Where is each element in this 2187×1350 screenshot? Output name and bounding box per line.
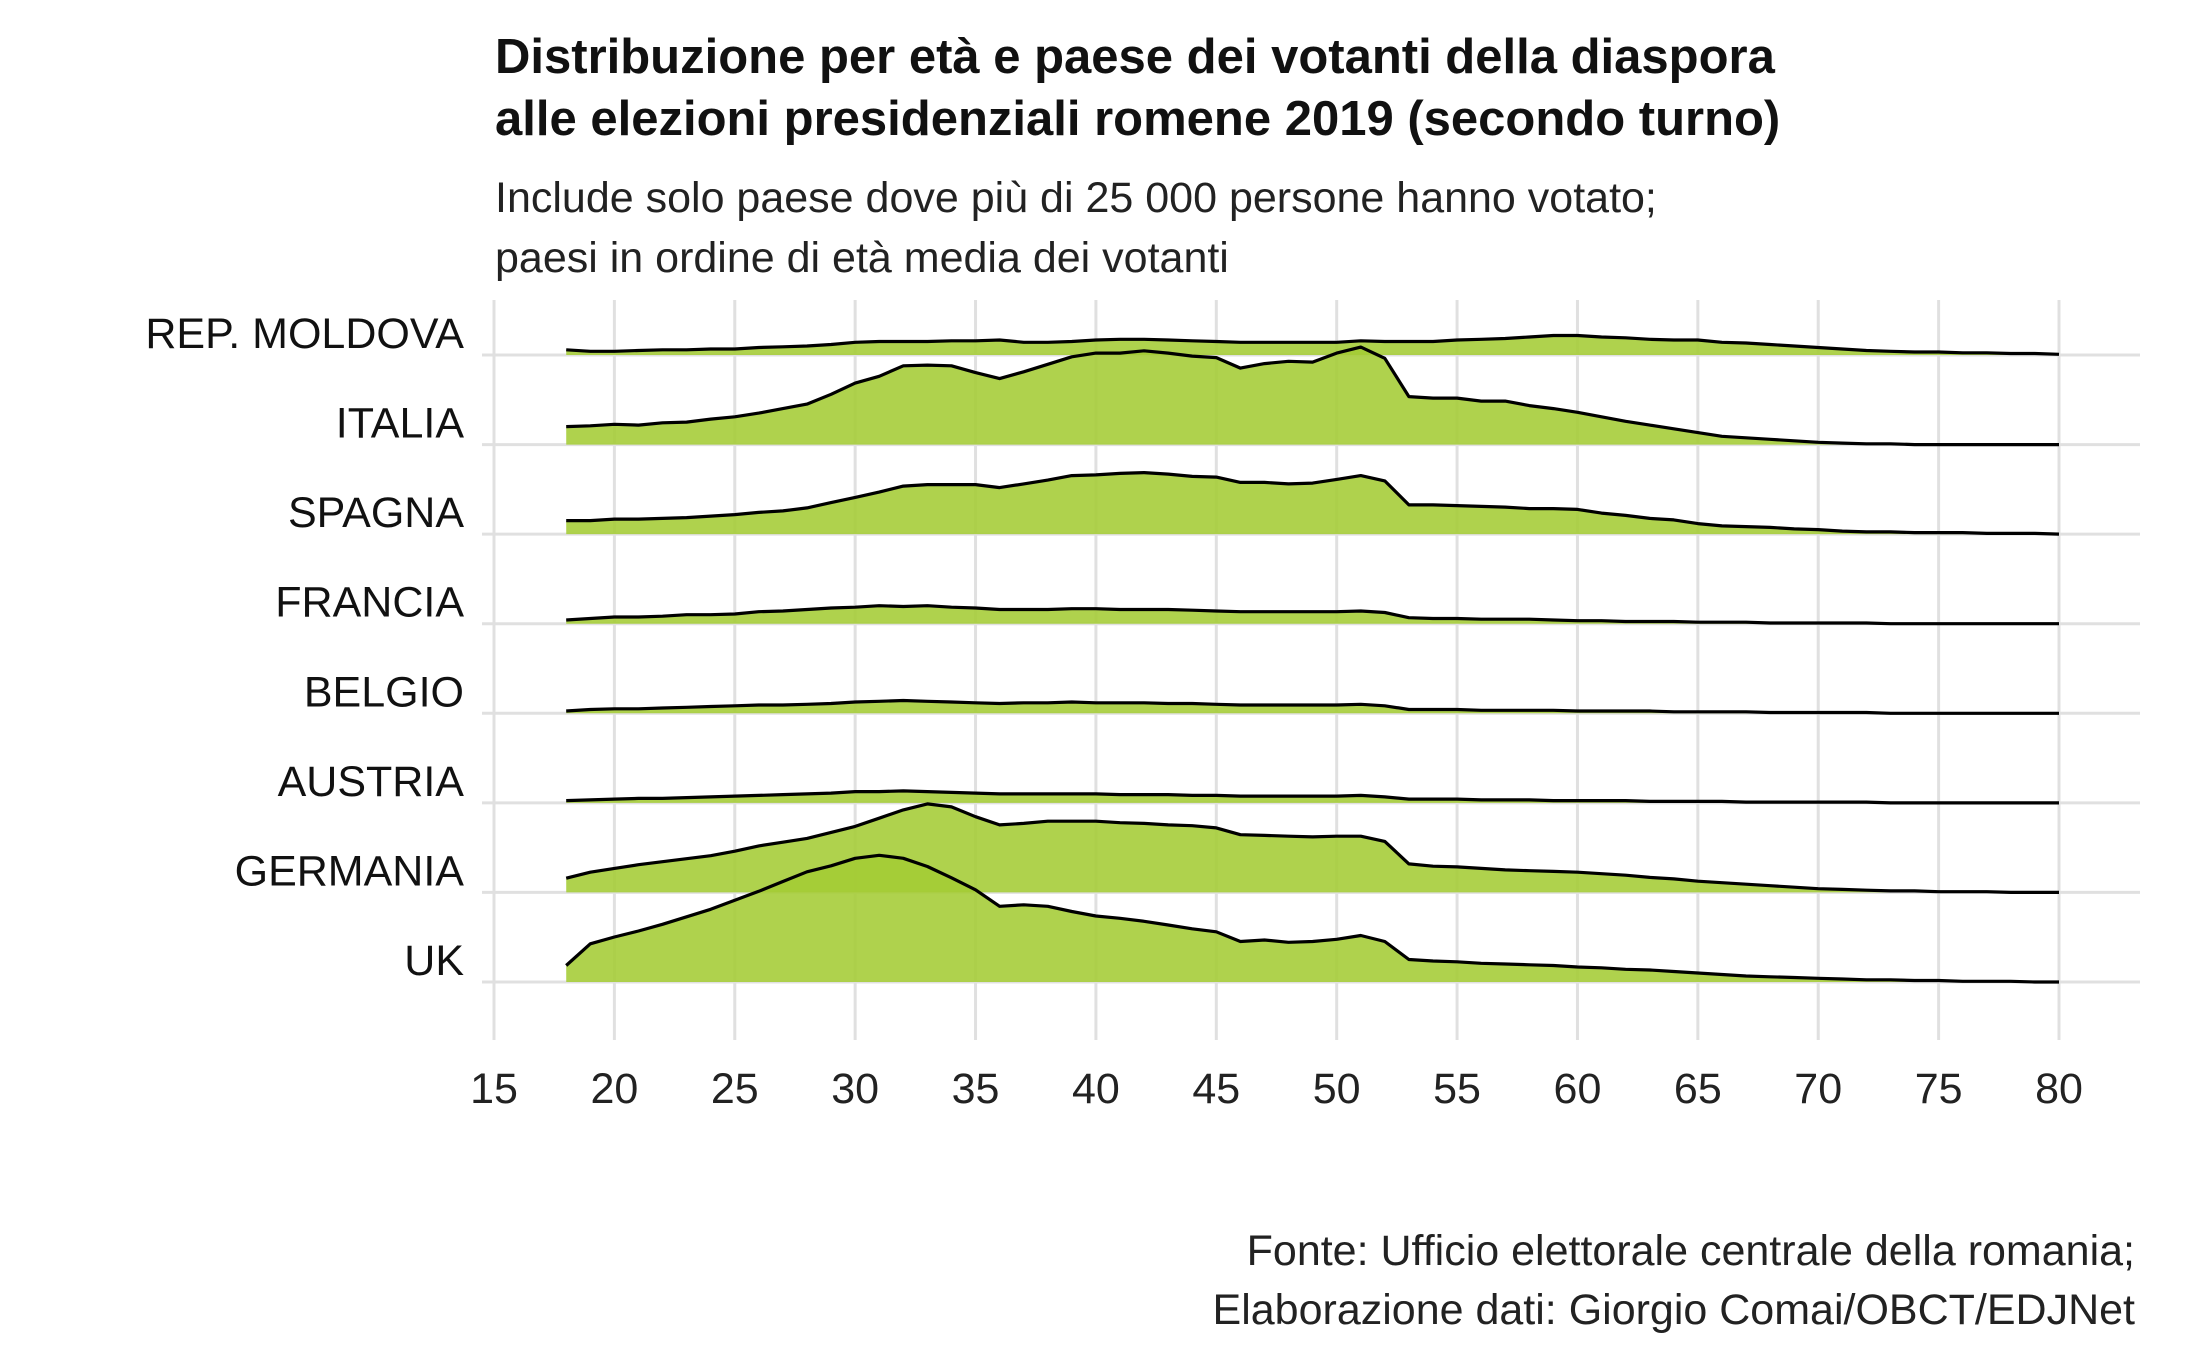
ridge-belgio	[566, 698, 2060, 715]
x-tick-label: 75	[1915, 1065, 1963, 1113]
x-tick-label: 45	[1192, 1065, 1240, 1113]
x-tick-label: 25	[711, 1065, 759, 1113]
x-tick-label: 30	[831, 1065, 879, 1113]
country-label: GERMANIA	[235, 847, 465, 895]
x-axis-tick-labels: 15 20 25 30 35 40 45 50 55 60 65 70 75 80	[470, 1065, 2083, 1113]
chart-title: Distribuzione per età e paese dei votant…	[495, 26, 2135, 150]
country-label: FRANCIA	[275, 579, 464, 627]
ridge-area	[566, 605, 2060, 624]
ridge-area	[566, 472, 2060, 535]
ridge-spagna	[566, 471, 2060, 536]
vertical-gridlines	[492, 300, 2061, 1040]
country-labels: REP. MOLDOVA ITALIA SPAGNA FRANCIA BELGIO AUS…	[145, 310, 464, 985]
ridge-series	[565, 333, 2060, 984]
title-line-1: Distribuzione per età e paese dei votant…	[495, 30, 1775, 84]
title-line-2: alle elezioni presidenziali romene 2019 …	[495, 92, 1781, 146]
country-label: AUSTRIA	[278, 758, 465, 806]
ridge-line	[566, 471, 2060, 536]
ridge-rep-moldova	[566, 333, 2060, 356]
country-label: UK	[404, 937, 464, 985]
ridge-line	[566, 698, 2059, 715]
ridge-line	[566, 789, 2059, 805]
ridge-francia	[566, 604, 2060, 626]
ridge-uk	[565, 853, 2060, 984]
x-tick-label: 40	[1072, 1065, 1120, 1113]
x-tick-label: 80	[2035, 1065, 2083, 1113]
x-tick-label: 50	[1313, 1065, 1361, 1113]
ridge-line	[566, 604, 2059, 626]
ridge-germania	[565, 802, 2060, 894]
ridge-area	[566, 347, 2060, 445]
ridge-line	[565, 802, 2059, 894]
caption-line-2: Elaborazione dati: Giorgio Comai/OBCT/ED…	[1212, 1286, 2135, 1334]
ridge-line	[565, 853, 2059, 984]
subtitle-line-2: paesi in ordine di età media dei votanti	[495, 234, 1229, 282]
x-tick-label: 60	[1554, 1065, 1602, 1113]
ridge-area	[566, 700, 2060, 714]
caption-line-1: Fonte: Ufficio elettorale centrale della…	[1246, 1227, 2135, 1275]
x-tick-label: 55	[1433, 1065, 1481, 1113]
x-tick-label: 35	[952, 1065, 1000, 1113]
country-label: BELGIO	[304, 668, 464, 716]
chart-subtitle: Include solo paese dove più di 25 000 pe…	[495, 168, 2135, 288]
ridge-area	[566, 803, 2060, 893]
x-tick-label: 20	[590, 1065, 638, 1113]
subtitle-line-1: Include solo paese dove più di 25 000 pe…	[495, 174, 1657, 222]
x-tick-label: 65	[1674, 1065, 1722, 1113]
ridge-italia	[566, 345, 2060, 447]
ridge-line	[566, 333, 2060, 356]
country-label: ITALIA	[336, 400, 465, 448]
country-label: SPAGNA	[288, 489, 464, 537]
x-tick-label: 15	[470, 1065, 518, 1113]
ridge-austria	[566, 789, 2060, 805]
x-tick-label: 70	[1794, 1065, 1842, 1113]
ridge-area	[566, 855, 2060, 982]
country-label: REP. MOLDOVA	[145, 310, 464, 358]
source-caption: Fonte: Ufficio elettorale centrale della…	[1213, 1222, 2135, 1340]
ridge-line	[566, 345, 2059, 447]
